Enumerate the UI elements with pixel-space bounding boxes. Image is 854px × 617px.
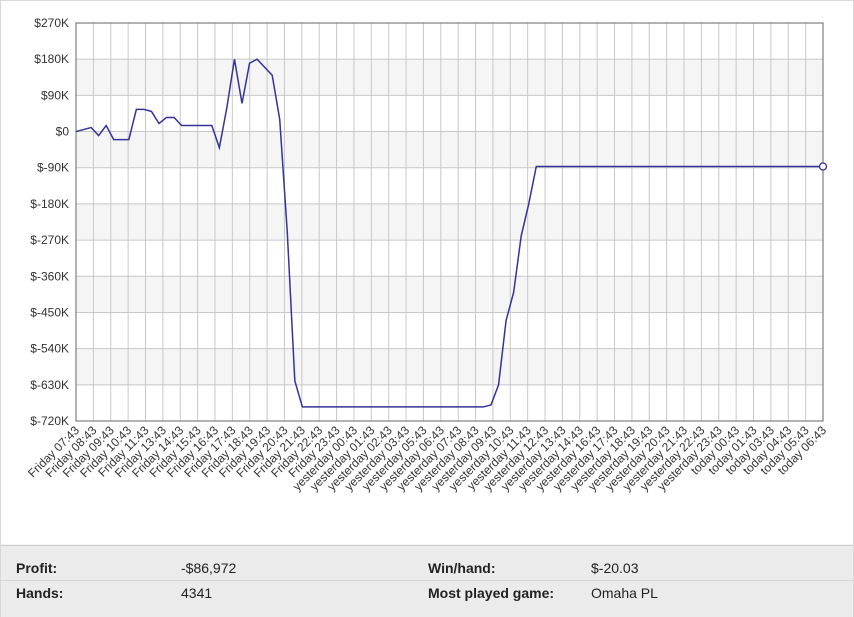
- y-tick-label: $-540K: [30, 342, 69, 356]
- plot-border: [75, 22, 824, 422]
- stats-row: Hands: 4341 Most played game: Omaha PL: [1, 580, 853, 605]
- stats-row: Profit: -$86,972 Win/hand: $-20.03: [1, 556, 853, 580]
- plot-band: [76, 59, 823, 96]
- plot-band: [76, 276, 823, 313]
- plot-band: [76, 348, 823, 385]
- y-tick-label: $-180K: [30, 197, 69, 211]
- y-tick-label: $270K: [34, 16, 69, 30]
- plot-band: [76, 203, 823, 241]
- stats-panel: Profit: -$86,972 Win/hand: $-20.03 Hands…: [1, 545, 853, 617]
- stat-value: Omaha PL: [591, 585, 658, 601]
- stat-value: -$86,972: [181, 560, 237, 576]
- end-marker: [818, 162, 828, 171]
- y-tick-label: $-90K: [37, 161, 69, 175]
- y-tick-label: $0: [56, 125, 70, 139]
- stat-label: Profit:: [16, 560, 58, 576]
- stat-label: Hands:: [16, 585, 64, 601]
- stat-value: $-20.03: [591, 560, 639, 576]
- y-tick-label: $-360K: [30, 269, 69, 283]
- plot-band: [76, 131, 823, 168]
- y-tick-label: $-630K: [30, 378, 69, 392]
- chart: $270K $180K $90K $0 $-90K $-180K $-270K $-360K $…: [1, 1, 853, 544]
- y-tick-label: $-720K: [30, 414, 69, 428]
- y-tick-label: $-270K: [30, 233, 69, 247]
- stat-value: 4341: [181, 585, 213, 601]
- profit-line: [75, 58, 824, 408]
- y-tick-label: $180K: [34, 52, 69, 66]
- stat-label: Win/hand:: [428, 560, 496, 576]
- y-tick-label: $90K: [41, 88, 69, 102]
- stat-label: Most played game:: [428, 585, 555, 601]
- y-tick-label: $-450K: [30, 305, 69, 319]
